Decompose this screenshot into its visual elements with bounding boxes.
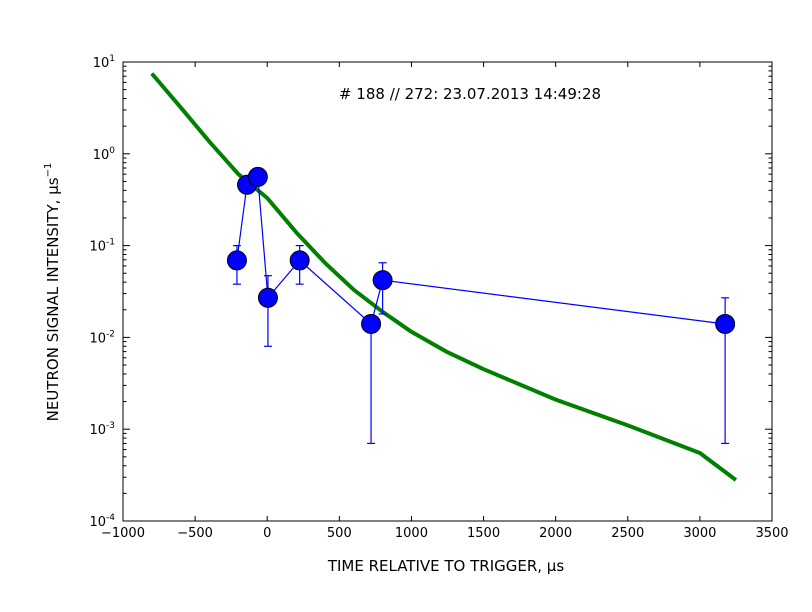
x-tick-label: −1000 <box>101 526 145 541</box>
data-point <box>289 250 310 271</box>
data-point <box>372 270 393 291</box>
y-tick-exponent: -4 <box>106 513 115 523</box>
ticks-layer: −1000 −500 0 500 1000 1500 2000 2500 3000 3500101… <box>89 54 788 541</box>
y-tick-base: 10 <box>93 56 110 71</box>
chart-annotation: # 188 // 272: 23.07.2013 14:49:28 <box>339 85 601 103</box>
y-tick-label: 10-1 <box>89 238 115 255</box>
plot-content <box>150 72 738 482</box>
data-point <box>257 287 278 308</box>
y-tick-exponent: -2 <box>106 329 115 339</box>
data-point <box>247 166 268 187</box>
y-axis-label: NEUTRON SIGNAL INTENSITY, μs−1 <box>43 163 62 422</box>
x-tick-label: 500 <box>327 526 352 541</box>
y-axis-label-text: NEUTRON SIGNAL INTENSITY, μs <box>44 177 62 421</box>
y-tick-exponent: 0 <box>109 146 115 156</box>
y-tick-label: 10-3 <box>89 421 115 438</box>
plot-frame <box>122 61 773 522</box>
y-tick-base: 10 <box>93 148 110 163</box>
y-tick-base: 10 <box>89 423 106 438</box>
y-tick-label: 10-2 <box>89 329 115 346</box>
model-curve <box>150 72 738 482</box>
y-axis-label-group: NEUTRON SIGNAL INTENSITY, μs−1 <box>43 163 62 422</box>
y-tick-base: 10 <box>89 515 106 530</box>
y-tick-exponent: 1 <box>109 54 115 64</box>
y-tick-label: 100 <box>93 146 116 163</box>
y-tick-exponent: -1 <box>106 238 115 248</box>
x-tick-label: 1500 <box>467 526 500 541</box>
x-tick-label: 0 <box>263 526 271 541</box>
data-group <box>150 72 738 482</box>
data-point <box>715 313 736 334</box>
x-tick-label: −500 <box>177 526 213 541</box>
data-point <box>361 313 382 334</box>
data-point <box>226 250 247 271</box>
x-tick-label: 2000 <box>539 526 572 541</box>
x-tick-label: 2500 <box>611 526 644 541</box>
y-tick-exponent: -3 <box>106 421 115 431</box>
y-tick-base: 10 <box>89 331 106 346</box>
y-axis-label-exponent: −1 <box>43 163 54 178</box>
y-tick-label: 101 <box>93 54 115 71</box>
x-tick-label: 1000 <box>395 526 428 541</box>
x-tick-label: 3000 <box>683 526 716 541</box>
x-tick-label: 3500 <box>755 526 788 541</box>
y-tick-base: 10 <box>89 240 106 255</box>
y-tick-label: 10-4 <box>89 513 115 530</box>
x-axis-label: TIME RELATIVE TO TRIGGER, μs <box>327 557 565 575</box>
